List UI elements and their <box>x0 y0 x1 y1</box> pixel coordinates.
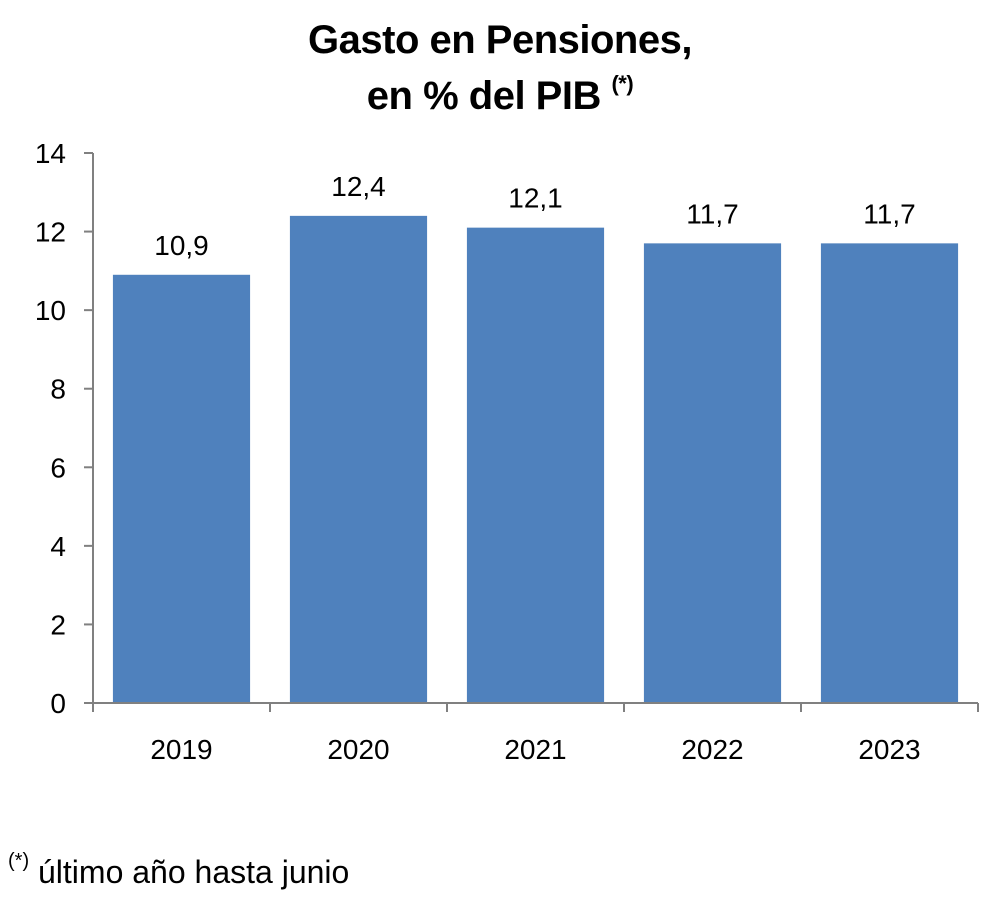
bars: 10,9 12,4 12,1 11,7 11,7 <box>112 171 959 703</box>
x-tick-label: 2023 <box>858 734 920 765</box>
chart-title-line-1: Gasto en Pensiones, <box>308 18 692 62</box>
y-tick-label: 10 <box>35 295 66 326</box>
x-tick-label: 2021 <box>504 734 566 765</box>
chart-title-line-2: en % del PIB (*) <box>0 68 1000 124</box>
x-tick-label: 2019 <box>150 734 212 765</box>
y-tick-label: 6 <box>50 452 66 483</box>
data-label-2019: 10,9 <box>154 230 209 261</box>
y-tick-label: 2 <box>50 609 66 640</box>
data-label-2022: 11,7 <box>686 198 738 229</box>
bar-chart: 0 2 4 6 8 10 12 14 10,9 12,4 12,1 11,7 11,7 2019 202… <box>35 138 979 765</box>
y-tick-label: 4 <box>50 531 66 562</box>
chart-title-line-2-text: en % del PIB <box>366 74 602 118</box>
y-tick-label: 12 <box>35 217 66 248</box>
footnote-marker: (*) <box>8 850 30 872</box>
chart-title-marker: (*) <box>611 71 634 96</box>
x-tick-label: 2022 <box>681 734 743 765</box>
bar-2020 <box>289 215 428 703</box>
y-axis: 0 2 4 6 8 10 12 14 <box>35 138 94 719</box>
y-tick-label: 14 <box>35 138 66 169</box>
data-label-2023: 11,7 <box>863 198 915 229</box>
bar-2021 <box>466 227 605 703</box>
footnote: (*) último año hasta junio <box>8 850 350 892</box>
footnote-text: último año hasta junio <box>29 854 350 890</box>
bar-2022 <box>643 243 782 703</box>
x-axis: 2019 2020 2021 2022 2023 <box>92 702 979 765</box>
data-label-2021: 12,1 <box>508 183 563 214</box>
y-tick-label: 8 <box>50 374 66 405</box>
bar-2023 <box>820 243 959 703</box>
y-tick-label: 0 <box>50 688 66 719</box>
chart-title: Gasto en Pensiones, en % del PIB (*) <box>0 12 1000 124</box>
x-tick-label: 2020 <box>327 734 389 765</box>
data-label-2020: 12,4 <box>331 171 386 202</box>
bar-2019 <box>112 274 251 703</box>
